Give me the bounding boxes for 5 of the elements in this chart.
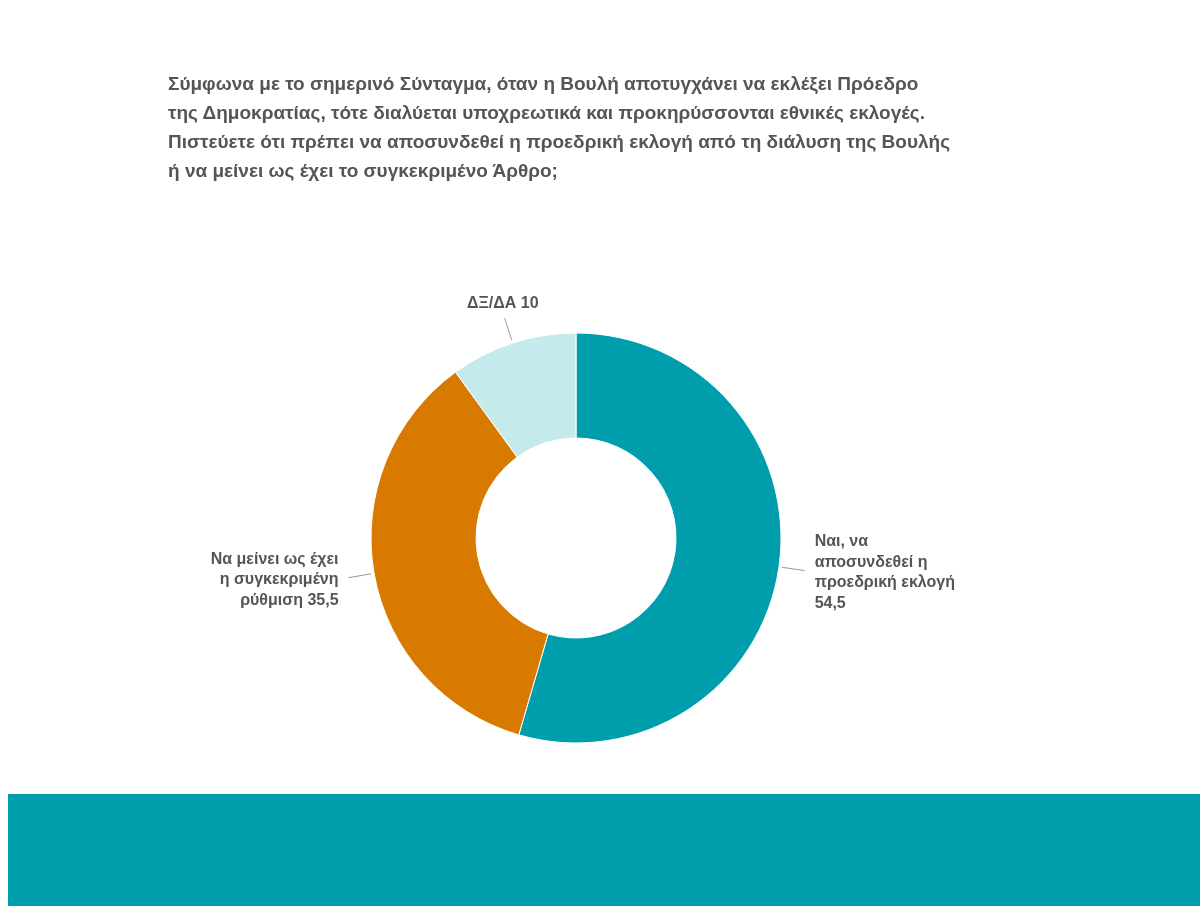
data-label: 54,5 xyxy=(814,594,846,612)
slice-label: Ναι, να αποσυνδεθεί η προεδρική εκλογή xyxy=(814,531,956,591)
slice-label: ΔΞ/ΔΑ 10 xyxy=(466,294,539,312)
slice-label: Να μείνει ως έχει η συγκεκριμένη ρύθμιση 35,5 xyxy=(210,549,339,609)
chart-title: Σύμφωνα με το σημερινό Σύνταγμα, όταν η Βουλή αποτυγχάνει να εκλέξει Πρόεδρο της Δημοκρατίας, τότε διαλύεται υποχρεωτικά και προκηρύσσονται εθνικές εκλογές. Πιστεύετε ότι πρέπει να αποσυνδεθεί η προεδρική εκλογή από τη διάλυση της Βουλής ή να μείνει ως έχει το συγκεκριμένο Άρθρο; xyxy=(168,73,951,181)
